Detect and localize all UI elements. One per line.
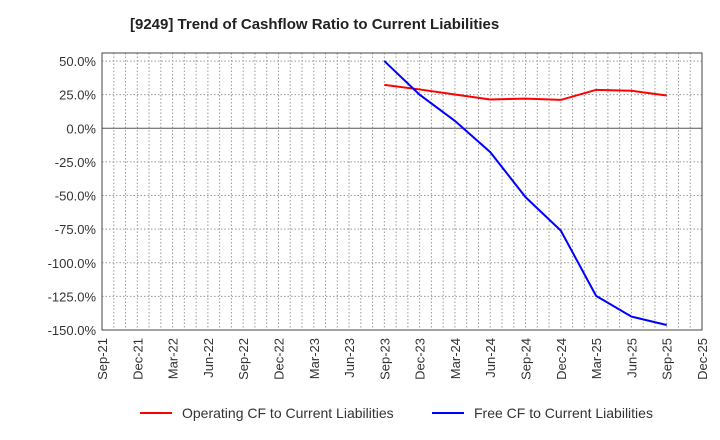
x-tick-label: Dec-23 bbox=[413, 338, 428, 380]
chart-title: [9249] Trend of Cashflow Ratio to Curren… bbox=[130, 16, 500, 33]
x-tick-label: Jun-25 bbox=[624, 338, 639, 378]
plot-border bbox=[101, 52, 703, 331]
x-tick-label: Dec-22 bbox=[271, 338, 286, 380]
legend-swatch bbox=[140, 412, 172, 414]
x-tick-label: Sep-24 bbox=[519, 338, 534, 380]
y-tick-label: 25.0% bbox=[59, 88, 96, 103]
operating-cf-line bbox=[384, 83, 667, 101]
x-tick-label: Mar-25 bbox=[589, 338, 604, 379]
x-tick-label: Sep-25 bbox=[660, 338, 675, 380]
x-tick-label: Mar-23 bbox=[307, 338, 322, 379]
y-tick-label: -25.0% bbox=[55, 155, 97, 170]
x-tick-label: Sep-22 bbox=[236, 338, 251, 380]
x-tick-label: Jun-23 bbox=[342, 338, 357, 378]
free-cf-line bbox=[383, 60, 667, 326]
y-tick-label: -125.0% bbox=[48, 289, 97, 304]
legend-item-free-cf: Free CF to Current Liabilities bbox=[432, 405, 653, 421]
x-tick-label: Jun-24 bbox=[483, 338, 498, 378]
legend-label: Operating CF to Current Liabilities bbox=[182, 405, 394, 421]
x-tick-label: Mar-24 bbox=[448, 338, 463, 379]
y-tick-label: 50.0% bbox=[59, 54, 96, 69]
x-tick-label: Dec-21 bbox=[130, 338, 145, 380]
legend-item-operating-cf: Operating CF to Current Liabilities bbox=[140, 405, 394, 421]
x-tick-label: Dec-25 bbox=[695, 338, 710, 380]
y-tick-label: -75.0% bbox=[55, 222, 97, 237]
x-tick-label: Sep-21 bbox=[95, 338, 110, 380]
y-tick-label: -100.0% bbox=[48, 256, 97, 271]
x-tick-label: Sep-23 bbox=[377, 338, 392, 380]
x-tick-label: Jun-22 bbox=[201, 338, 216, 378]
x-tick-label: Dec-24 bbox=[554, 338, 569, 380]
y-tick-label: 0.0% bbox=[66, 121, 96, 136]
legend-swatch bbox=[432, 412, 464, 414]
y-tick-label: -50.0% bbox=[55, 189, 97, 204]
y-tick-label: -150.0% bbox=[48, 323, 97, 338]
legend-label: Free CF to Current Liabilities bbox=[474, 405, 653, 421]
x-tick-label: Mar-22 bbox=[166, 338, 181, 379]
